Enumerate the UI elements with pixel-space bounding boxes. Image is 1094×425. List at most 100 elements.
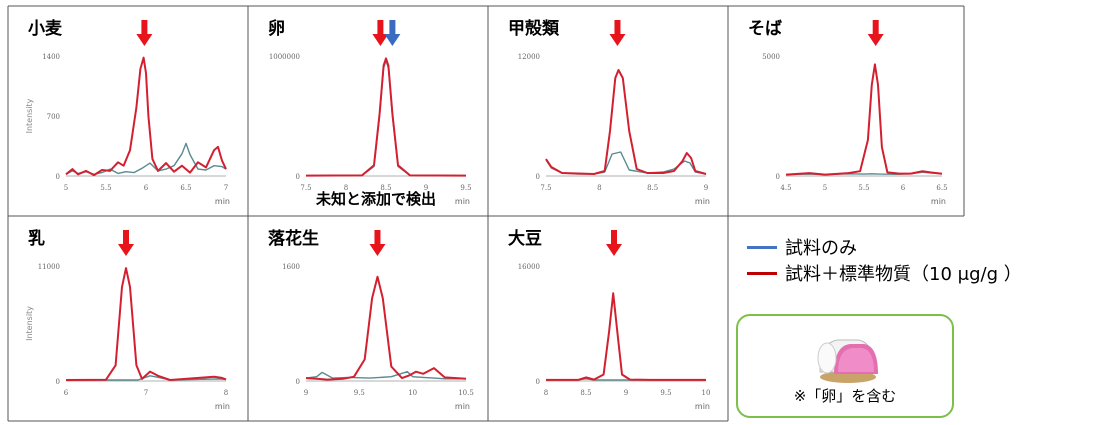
x-tick-label: 5.5: [858, 184, 869, 192]
arrow-red: [609, 20, 626, 46]
y-tick-label: 0: [536, 378, 540, 386]
chart-panel: 卵 0 1000000 7.5 8 8.5 9 9.5 min 未知と添加で検出: [268, 18, 472, 208]
x-tick-label: 9: [624, 389, 628, 397]
y-tick-label: 1000000: [269, 53, 300, 61]
y-tick-label: 0: [296, 173, 300, 181]
chart-panel: そば 0 5000 4.5 5 5.5 6 6.5 min: [748, 19, 948, 206]
chart-title: 小麦: [28, 18, 63, 39]
y-tick-label: 0: [56, 378, 60, 386]
x-tick-label: 7.5: [540, 184, 551, 192]
x-tick-label: 8: [344, 184, 348, 192]
x-axis-label: min: [695, 197, 710, 206]
y-tick-label: 5000: [762, 53, 780, 61]
y-tick-label: 12000: [518, 53, 540, 61]
series-line-sample: [305, 60, 467, 177]
legend-item-sample: 試料のみ: [747, 234, 1022, 260]
series-line-spiked: [65, 267, 227, 381]
chart-panel: 乳 0 11000 6 7 8 min Intensity: [25, 228, 230, 411]
x-axis-label: min: [215, 402, 230, 411]
series-line-spiked: [305, 275, 467, 381]
legend-item-spiked: 試料＋標準物質（10 μg/g ）: [747, 260, 1022, 286]
x-axis-label: min: [455, 402, 470, 411]
arrow-red: [372, 20, 389, 46]
x-tick-label: 9.5: [660, 389, 671, 397]
chart-title: そば: [748, 19, 782, 39]
x-axis-label: min: [215, 197, 230, 206]
arrow-red: [606, 230, 622, 256]
chart-panel: 大豆 0 16000 8 8.5 9 9.5 10 min: [508, 228, 710, 411]
x-tick-label: 8: [224, 389, 228, 397]
x-tick-label: 10.5: [458, 389, 474, 397]
y-tick-label: 0: [296, 378, 300, 386]
y-tick-label: 700: [47, 113, 60, 121]
chart-title: 乳: [28, 228, 45, 249]
x-tick-label: 6.5: [936, 184, 947, 192]
chart-panel: 小麦 0 700 1400 5 5.5 6 6.5 7 min Intensity: [25, 18, 230, 206]
x-tick-label: 6: [901, 184, 906, 192]
x-tick-label: 8.5: [580, 389, 591, 397]
series-line-spiked: [545, 69, 707, 175]
x-tick-label: 9: [424, 184, 428, 192]
x-tick-label: 6: [144, 184, 149, 192]
series-line-spiked: [546, 292, 706, 381]
x-tick-label: 8: [544, 389, 548, 397]
arrow-red: [118, 230, 134, 256]
series-line-sample: [65, 142, 227, 176]
y-tick-label: 0: [56, 173, 60, 181]
chart-title: 甲殻類: [508, 18, 560, 39]
x-tick-label: 4.5: [780, 184, 791, 192]
legend: 試料のみ 試料＋標準物質（10 μg/g ）: [747, 234, 1022, 286]
legend-swatch-spiked: [747, 271, 777, 275]
kamaboko-icon: [817, 339, 878, 383]
arrow-red: [369, 230, 386, 256]
legend-label-spiked: 試料＋標準物質（10 μg/g ）: [785, 264, 1022, 285]
legend-label-sample: 試料のみ: [785, 238, 857, 259]
x-tick-label: 10: [702, 389, 711, 397]
x-axis-label: min: [455, 197, 470, 206]
chart-title: 落花生: [268, 228, 319, 249]
note-text: ※「卵」を含む: [793, 387, 897, 405]
x-tick-label: 9: [704, 184, 708, 192]
y-tick-label: 0: [776, 173, 780, 181]
x-tick-label: 9.5: [460, 184, 471, 192]
x-tick-label: 7: [224, 184, 228, 192]
series-line-spiked: [785, 63, 943, 176]
y-tick-label: 1400: [42, 53, 60, 61]
arrow-red: [136, 20, 153, 46]
x-tick-label: 6.5: [180, 184, 191, 192]
x-tick-label: 9.5: [354, 389, 365, 397]
x-axis-label: min: [695, 402, 710, 411]
x-tick-label: 7: [144, 389, 148, 397]
x-tick-label: 5.5: [100, 184, 111, 192]
x-tick-label: 9: [304, 389, 308, 397]
y-tick-label: 16000: [518, 263, 540, 271]
x-tick-label: 5: [823, 184, 827, 192]
x-tick-label: 6: [64, 389, 69, 397]
x-tick-label: 8.5: [647, 184, 658, 192]
series-line-sample: [305, 371, 466, 380]
x-tick-label: 7.5: [300, 184, 311, 192]
y-tick-label: 0: [536, 173, 540, 181]
chart-panel: 甲殻類 0 12000 7.5 8 8.5 9 min: [508, 18, 710, 206]
chart-title: 大豆: [508, 228, 542, 249]
y-axis-label: Intensity: [25, 98, 34, 133]
chart-panel: 落花生 0 1600 9 9.5 10 10.5 min: [268, 228, 474, 411]
y-axis-label: Intensity: [25, 306, 34, 341]
y-tick-label: 1600: [282, 263, 300, 271]
x-tick-label: 8.5: [380, 184, 391, 192]
series-line-sample: [66, 375, 227, 381]
x-tick-label: 8: [597, 184, 601, 192]
series-line-spiked: [305, 57, 467, 177]
arrow-blue: [384, 20, 401, 46]
chart-title: 卵: [268, 18, 285, 39]
x-tick-label: 5: [64, 184, 68, 192]
y-tick-label: 11000: [38, 263, 60, 271]
x-axis-label: min: [931, 197, 946, 206]
note-box: ※「卵」を含む: [736, 314, 954, 418]
arrow-red: [867, 20, 884, 46]
legend-swatch-sample: [747, 245, 777, 249]
chart-annotation: 未知と添加で検出: [315, 190, 436, 208]
x-tick-label: 10: [408, 389, 417, 397]
series-line-spiked: [65, 56, 227, 177]
